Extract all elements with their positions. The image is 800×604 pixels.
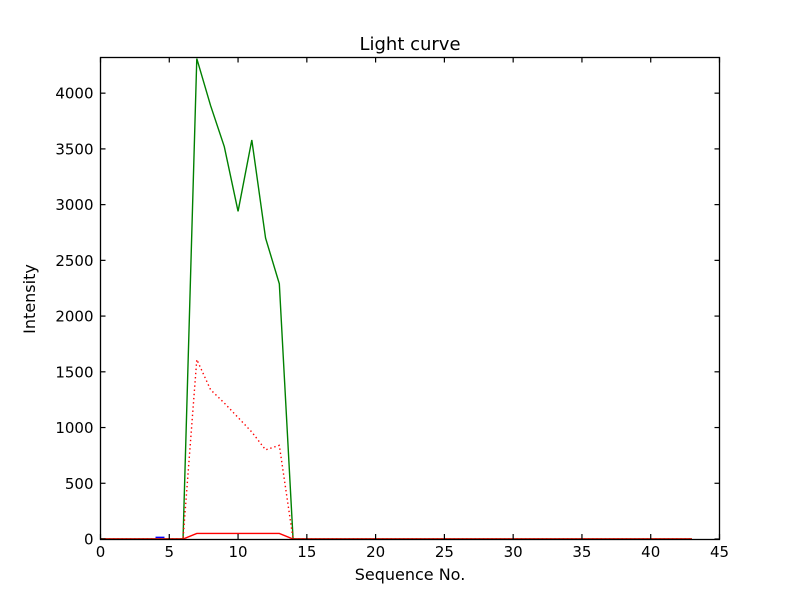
y-tick-label: 3000 [55, 196, 93, 214]
chart-ticklabels-group: 0 5 10 15 20 25 30 35 40 45 0 500 1000 1500 2000 2500 30… [55, 85, 729, 561]
x-tick-label: 0 [96, 543, 106, 561]
x-tick-label: 20 [366, 543, 385, 561]
y-tick-label: 2000 [55, 308, 93, 326]
series-red-dotted-line [100, 359, 692, 540]
x-tick-label: 25 [435, 543, 454, 561]
y-axis-label: Intensity [20, 264, 39, 334]
chart-title: Light curve [359, 34, 460, 55]
y-tick-label: 1000 [55, 419, 93, 437]
y-tick-label: 4000 [55, 85, 93, 103]
x-tick-label: 30 [504, 543, 523, 561]
x-tick-label: 35 [572, 543, 591, 561]
x-tick-label: 45 [710, 543, 729, 561]
x-axis-label: Sequence No. [355, 565, 466, 584]
plot-frame [99, 56, 721, 541]
y-tick-label: 500 [65, 475, 94, 493]
chart-ticks-group [99, 57, 721, 540]
y-tick-label: 1500 [55, 363, 93, 381]
x-tick-label: 15 [297, 543, 316, 561]
y-tick-label: 3500 [55, 140, 93, 158]
x-tick-label: 5 [165, 543, 175, 561]
y-tick-label: 0 [84, 531, 94, 549]
chart-series-group [100, 58, 692, 540]
x-tick-label: 10 [229, 543, 248, 561]
series-green-solid-line [100, 58, 692, 540]
x-tick-label: 40 [641, 543, 660, 561]
series-red-solid-line [100, 532, 692, 540]
y-tick-label: 2500 [55, 252, 93, 270]
